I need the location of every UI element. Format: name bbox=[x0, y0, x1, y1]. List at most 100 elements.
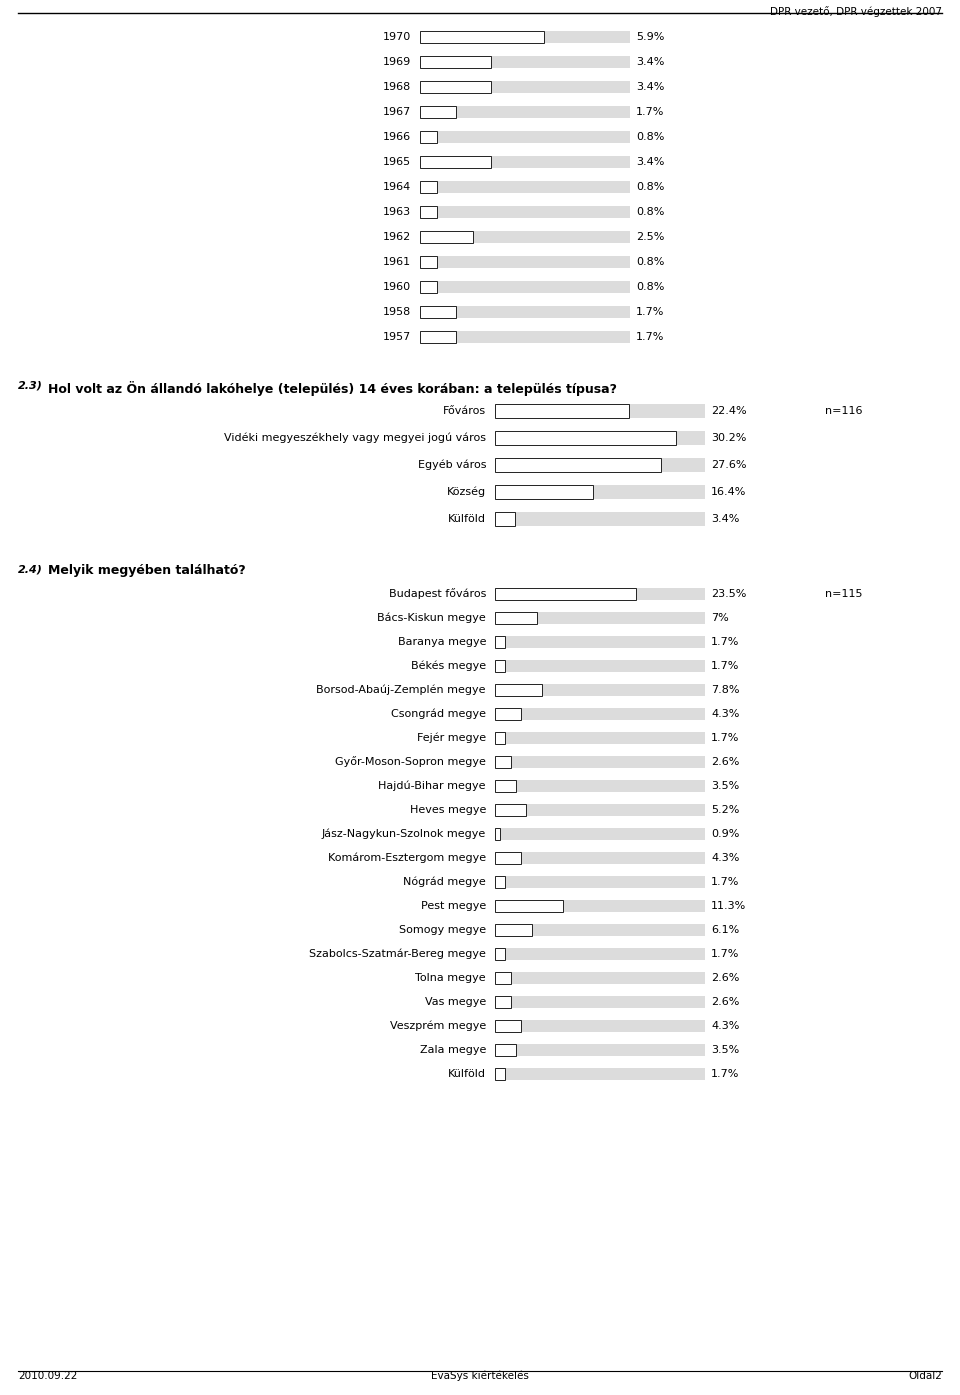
Text: Békés megye: Békés megye bbox=[411, 661, 486, 671]
Text: 1.7%: 1.7% bbox=[711, 949, 739, 958]
Bar bbox=[495, 1020, 520, 1032]
Bar bbox=[495, 756, 511, 769]
Bar bbox=[495, 780, 705, 792]
Text: 4.3%: 4.3% bbox=[711, 1021, 739, 1031]
Text: 30.2%: 30.2% bbox=[711, 432, 746, 444]
Text: Hajdú-Bihar megye: Hajdú-Bihar megye bbox=[378, 781, 486, 791]
Text: 2.4): 2.4) bbox=[18, 564, 43, 573]
Text: Tolna megye: Tolna megye bbox=[416, 972, 486, 983]
Text: 1.7%: 1.7% bbox=[711, 638, 739, 647]
Bar bbox=[495, 1069, 505, 1080]
Text: 1970: 1970 bbox=[383, 32, 411, 42]
Text: Vas megye: Vas megye bbox=[424, 997, 486, 1007]
Bar bbox=[495, 949, 505, 960]
Bar bbox=[495, 458, 660, 472]
Bar bbox=[420, 331, 630, 343]
Text: Nógrád megye: Nógrád megye bbox=[403, 876, 486, 887]
Text: 3.5%: 3.5% bbox=[711, 1045, 739, 1055]
Text: 1969: 1969 bbox=[383, 57, 411, 67]
Bar bbox=[495, 1043, 516, 1056]
Bar bbox=[420, 131, 630, 144]
Bar bbox=[495, 972, 511, 983]
Text: 6.1%: 6.1% bbox=[711, 925, 739, 935]
Bar bbox=[495, 431, 676, 445]
Bar bbox=[420, 181, 437, 193]
Text: Külföld: Külföld bbox=[448, 513, 486, 525]
Bar bbox=[495, 949, 705, 960]
Text: 2.6%: 2.6% bbox=[711, 997, 739, 1007]
Text: 3.4%: 3.4% bbox=[636, 82, 664, 92]
Text: 2.3): 2.3) bbox=[18, 381, 43, 391]
Bar bbox=[495, 876, 705, 889]
Bar bbox=[495, 636, 505, 649]
Bar bbox=[420, 56, 630, 68]
Text: 1957: 1957 bbox=[383, 332, 411, 342]
Bar bbox=[495, 852, 705, 864]
Text: 2010.09.22: 2010.09.22 bbox=[18, 1371, 78, 1381]
Bar bbox=[420, 31, 630, 43]
Bar bbox=[420, 156, 492, 167]
Bar bbox=[495, 485, 593, 499]
Bar bbox=[495, 431, 705, 445]
Text: 11.3%: 11.3% bbox=[711, 901, 746, 911]
Text: Szabolcs-Szatmár-Bereg megye: Szabolcs-Szatmár-Bereg megye bbox=[309, 949, 486, 960]
Bar bbox=[495, 804, 526, 816]
Text: Veszprém megye: Veszprém megye bbox=[390, 1021, 486, 1031]
Bar bbox=[495, 732, 505, 744]
Text: 0.8%: 0.8% bbox=[636, 206, 664, 218]
Text: 7%: 7% bbox=[711, 612, 729, 624]
Text: n=116: n=116 bbox=[825, 406, 862, 416]
Text: Melyik megyében található?: Melyik megyében található? bbox=[48, 564, 246, 578]
Bar bbox=[495, 900, 705, 912]
Bar bbox=[495, 756, 705, 769]
Text: 1.7%: 1.7% bbox=[636, 107, 664, 117]
Bar bbox=[495, 923, 532, 936]
Text: Zala megye: Zala megye bbox=[420, 1045, 486, 1055]
Text: 1968: 1968 bbox=[383, 82, 411, 92]
Bar bbox=[420, 306, 456, 318]
Text: Község: Község bbox=[446, 487, 486, 497]
Text: 4.3%: 4.3% bbox=[711, 709, 739, 718]
Text: 0.8%: 0.8% bbox=[636, 181, 664, 193]
Text: 1965: 1965 bbox=[383, 158, 411, 167]
Bar bbox=[495, 405, 630, 418]
Text: Oldal2: Oldal2 bbox=[908, 1371, 942, 1381]
Bar bbox=[420, 31, 544, 43]
Bar bbox=[420, 206, 437, 218]
Text: Csongrád megye: Csongrád megye bbox=[391, 709, 486, 720]
Text: 1961: 1961 bbox=[383, 257, 411, 266]
Bar bbox=[420, 106, 456, 119]
Text: 1962: 1962 bbox=[383, 232, 411, 241]
Bar bbox=[495, 709, 705, 720]
Text: 1963: 1963 bbox=[383, 206, 411, 218]
Bar bbox=[420, 257, 630, 268]
Bar bbox=[495, 804, 705, 816]
Bar bbox=[420, 257, 437, 268]
Bar bbox=[495, 923, 705, 936]
Bar bbox=[495, 512, 705, 526]
Bar bbox=[495, 485, 705, 499]
Text: Vidéki megyeszékhely vagy megyei jogú város: Vidéki megyeszékhely vagy megyei jogú vá… bbox=[224, 432, 486, 444]
Text: Győr-Moson-Sopron megye: Győr-Moson-Sopron megye bbox=[335, 756, 486, 767]
Text: Hol volt az Ön állandó lakóhelye (település) 14 éves korában: a település típusa: Hol volt az Ön állandó lakóhelye (telepü… bbox=[48, 381, 617, 396]
Bar bbox=[495, 972, 705, 983]
Text: 2.5%: 2.5% bbox=[636, 232, 664, 241]
Bar bbox=[495, 1020, 705, 1032]
Text: 1966: 1966 bbox=[383, 133, 411, 142]
Text: Baranya megye: Baranya megye bbox=[397, 638, 486, 647]
Text: 1.7%: 1.7% bbox=[636, 332, 664, 342]
Text: 16.4%: 16.4% bbox=[711, 487, 746, 497]
Bar bbox=[420, 280, 437, 293]
Text: Pest megye: Pest megye bbox=[420, 901, 486, 911]
Text: 0.8%: 0.8% bbox=[636, 257, 664, 266]
Text: Somogy megye: Somogy megye bbox=[398, 925, 486, 935]
Text: 5.2%: 5.2% bbox=[711, 805, 739, 815]
Bar bbox=[420, 232, 472, 243]
Text: 1967: 1967 bbox=[383, 107, 411, 117]
Text: Főváros: Főváros bbox=[443, 406, 486, 416]
Text: Heves megye: Heves megye bbox=[410, 805, 486, 815]
Bar bbox=[420, 181, 630, 193]
Text: 22.4%: 22.4% bbox=[711, 406, 747, 416]
Text: 1960: 1960 bbox=[383, 282, 411, 292]
Bar bbox=[495, 876, 505, 889]
